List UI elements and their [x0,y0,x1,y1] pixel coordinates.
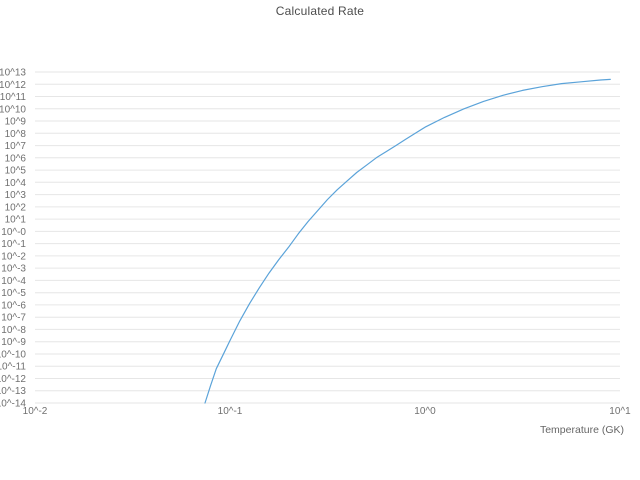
y-tick-label: 10^-7 [1,313,26,324]
y-tick-label: 10^10 [0,104,26,115]
y-tick-label: 10^3 [5,190,27,201]
y-tick-label: 10^8 [5,129,27,140]
y-tick-label: 10^-6 [1,300,26,311]
x-tick-label: 10^1 [609,406,631,417]
y-tick-label: 10^7 [5,141,27,152]
y-tick-label: 10^-14 [0,399,26,410]
y-tick-label: 10^-11 [0,362,26,373]
rate-line [204,78,611,404]
y-tick-label: 10^-12 [0,374,26,385]
y-tick-label: 10^13 [0,68,26,79]
y-tick-label: 10^-9 [1,337,26,348]
y-tick-label: 10^-3 [1,264,26,275]
y-tick-label: 10^12 [0,80,26,91]
y-tick-label: 10^1 [5,215,27,226]
y-tick-label: 10^2 [5,202,27,213]
y-tick-label: 10^-10 [0,350,26,361]
x-tick-label: 10^-1 [218,406,243,417]
y-tick-label: 10^-0 [1,227,26,238]
y-tick-label: 10^-4 [1,276,26,287]
chart-title: Calculated Rate [275,4,365,18]
x-tick-label: 10^0 [414,406,436,417]
y-tick-label: 10^9 [5,117,27,128]
y-tick-label: 10^-13 [0,386,26,397]
x-tick-label: 10^-2 [23,406,48,417]
y-tick-label: 10^-2 [1,251,26,262]
y-tick-label: 10^6 [5,153,27,164]
y-tick-label: 10^-1 [1,239,26,250]
y-tick-label: 10^11 [0,92,26,103]
y-tick-label: 10^5 [5,166,27,177]
y-tick-label: 10^-5 [1,288,26,299]
y-tick-label: 10^-8 [1,325,26,336]
x-axis-label: Temperature (GK) [539,424,624,436]
y-tick-label: 10^4 [5,178,27,189]
